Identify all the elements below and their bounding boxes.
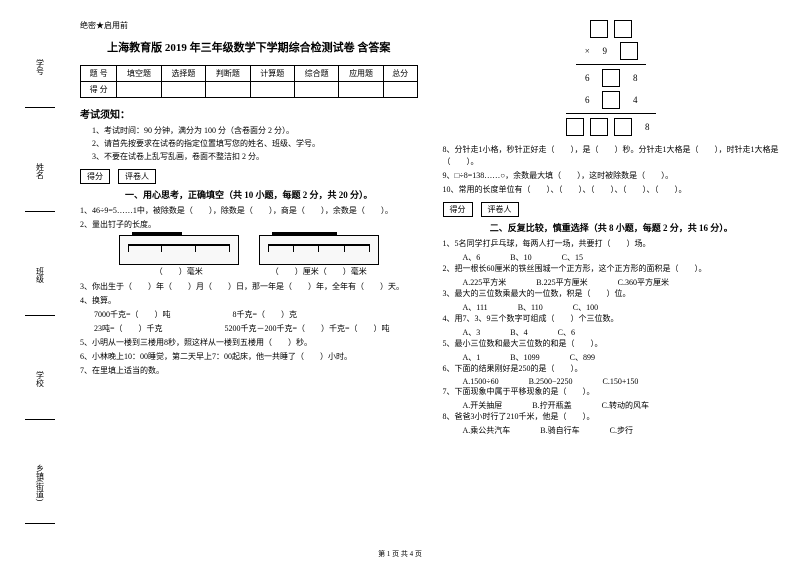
notice-item: 1、考试时间：90 分钟，满分为 100 分（含卷面分 2 分）。 — [92, 125, 418, 138]
s2q7-opts: A.开关抽屉 B.拧开瓶盖 C.转动的风车 — [443, 400, 781, 411]
paper-title: 上海教育版 2019 年三年级数学下学期综合检测试卷 含答案 — [80, 39, 418, 55]
s2q6-opts: A.1500÷60 B.2500−2250 C.150+150 — [443, 377, 781, 386]
s2q8-opts: A.乘公共汽车 B.骑自行车 C.步行 — [443, 425, 781, 436]
q1: 1、46÷9=5……1中，被除数是（ ），除数是（ ），商是（ ），余数是（ ）… — [80, 205, 418, 217]
ruler-left: 0 1cm 2 3 （ ）毫米 — [119, 235, 239, 277]
s2q5: 5、最小三位数和最大三位数的和是（ ）。 — [443, 338, 781, 350]
s2q4-opts: A、3 B、4 C、6 — [443, 327, 781, 338]
s2q7: 7、下面现象中属于平移现象的是（ ）。 — [443, 386, 781, 398]
right-column: × 9 6 8 6 4 8 8、分针走1小格，秒针 — [443, 20, 781, 540]
q4a: 7000千克=（ ）吨 8千克=（ ）克 — [80, 309, 418, 321]
q9: 9、□÷8=138……○，余数最大填（ ），这时被除数是（ ）。 — [443, 170, 781, 182]
q6: 6、小林晚上10：00睡觉，第二天早上7：00起床，他一共睡了（ ）小时。 — [80, 351, 418, 363]
side-field-xuehao: 学号 — [25, 37, 55, 108]
ruler-row: 0 1cm 2 3 （ ）毫米 0 1cm 2 3 — [80, 235, 418, 277]
score-header: 综合题 — [294, 66, 338, 82]
s2q3-opts: A、111 B、110 C、100 — [443, 302, 781, 313]
side-field-xiangzhen: 乡镇(街道) — [25, 453, 55, 524]
q5: 5、小明从一楼到三楼用8秒，照这样从一楼到五楼用（ ）秒。 — [80, 337, 418, 349]
ruler-caption-right: （ ）厘米（ ）毫米 — [271, 266, 367, 277]
s2q6: 6、下面的结果刚好是250的是（ ）。 — [443, 363, 781, 375]
s2q8: 8、爸爸3小时行了210千米，他是（ ）。 — [443, 411, 781, 423]
page-content: 绝密★启用前 上海教育版 2019 年三年级数学下学期综合检测试卷 含答案 题 … — [80, 20, 780, 540]
side-field-xingming: 姓名 — [25, 141, 55, 212]
s2q2-opts: A.225平方米 B.225平方厘米 C.360平方厘米 — [443, 277, 781, 288]
notice-title: 考试须知： — [80, 106, 418, 121]
s2q2: 2、把一根长60厘米的铁丝围城一个正方形，这个正方形的面积是（ ）。 — [443, 263, 781, 275]
s2q1-opts: A、6 B、10 C、15 — [443, 252, 781, 263]
score-header: 计算题 — [250, 66, 294, 82]
s2q3: 3、最大的三位数乘最大的一位数，积是（ ）位。 — [443, 288, 781, 300]
q7: 7、在里填上适当的数。 — [80, 365, 418, 377]
score-header: 题 号 — [81, 66, 117, 82]
section-score-box: 得分 评卷人 — [80, 169, 418, 184]
nail-icon — [132, 232, 182, 236]
notice-item: 2、请首先按要求在试卷的指定位置填写您的姓名、班级、学号。 — [92, 138, 418, 151]
page-footer: 第 1 页 共 4 页 — [0, 549, 800, 559]
binding-margin: 学号 姓名 班级 学校 乡镇(街道) — [15, 20, 65, 540]
score-header: 选择题 — [161, 66, 205, 82]
s2q1: 1、5名同学打乒乓球，每两人打一场，共要打（ ）场。 — [443, 238, 781, 250]
q2: 2、量出钉子的长度。 — [80, 219, 418, 231]
left-column: 绝密★启用前 上海教育版 2019 年三年级数学下学期综合检测试卷 含答案 题 … — [80, 20, 418, 540]
score-header: 应用题 — [339, 66, 383, 82]
side-field-banji: 班级 — [25, 245, 55, 316]
score-header: 总分 — [383, 66, 417, 82]
ruler-caption-left: （ ）毫米 — [155, 266, 203, 277]
side-field-xuexiao: 学校 — [25, 349, 55, 420]
score-header: 判断题 — [206, 66, 250, 82]
notice-list: 1、考试时间：90 分钟，满分为 100 分（含卷面分 2 分）。 2、请首先按… — [80, 125, 418, 163]
score-table: 题 号 填空题 选择题 判断题 计算题 综合题 应用题 总分 得 分 — [80, 65, 418, 98]
secrecy-tag: 绝密★启用前 — [80, 20, 418, 31]
q10: 10、常用的长度单位有（ ）、（ ）、（ ）、（ ）、（ ）。 — [443, 184, 781, 196]
q8: 8、分针走1小格，秒针正好走（ ），是（ ）秒。分针走1大格是（ ），时针走1大… — [443, 144, 781, 168]
nail-icon — [272, 232, 337, 236]
notice-item: 3、不要在试卷上乱写乱画，卷面不整洁扣 2 分。 — [92, 151, 418, 164]
score-header: 填空题 — [117, 66, 161, 82]
q4: 4、换算。 — [80, 295, 418, 307]
section2-title: 二、反复比较，慎重选择（共 8 小题，每题 2 分，共 16 分）。 — [443, 221, 781, 234]
q3: 3、你出生于（ ）年（ ）月（ ）日，那一年是（ ）年，全年有（ ）天。 — [80, 281, 418, 293]
ruler-right: 0 1cm 2 3 4 （ ）厘米（ ）毫米 — [259, 235, 379, 277]
section1-title: 一、用心思考，正确填空（共 10 小题，每题 2 分，共 20 分）。 — [80, 188, 418, 201]
s2q5-opts: A、1 B、1099 C、899 — [443, 352, 781, 363]
score-row-label: 得 分 — [81, 82, 117, 98]
multiplication-puzzle: × 9 6 8 6 4 8 — [443, 20, 781, 136]
q4c: 23吨=（ ）千克 5200千克－200千克=（ ）千克=（ ）吨 — [80, 323, 418, 335]
section-score-box-2: 得分 评卷人 — [443, 202, 781, 217]
s2q4: 4、用7、3、9三个数字可组成（ ）个三位数。 — [443, 313, 781, 325]
